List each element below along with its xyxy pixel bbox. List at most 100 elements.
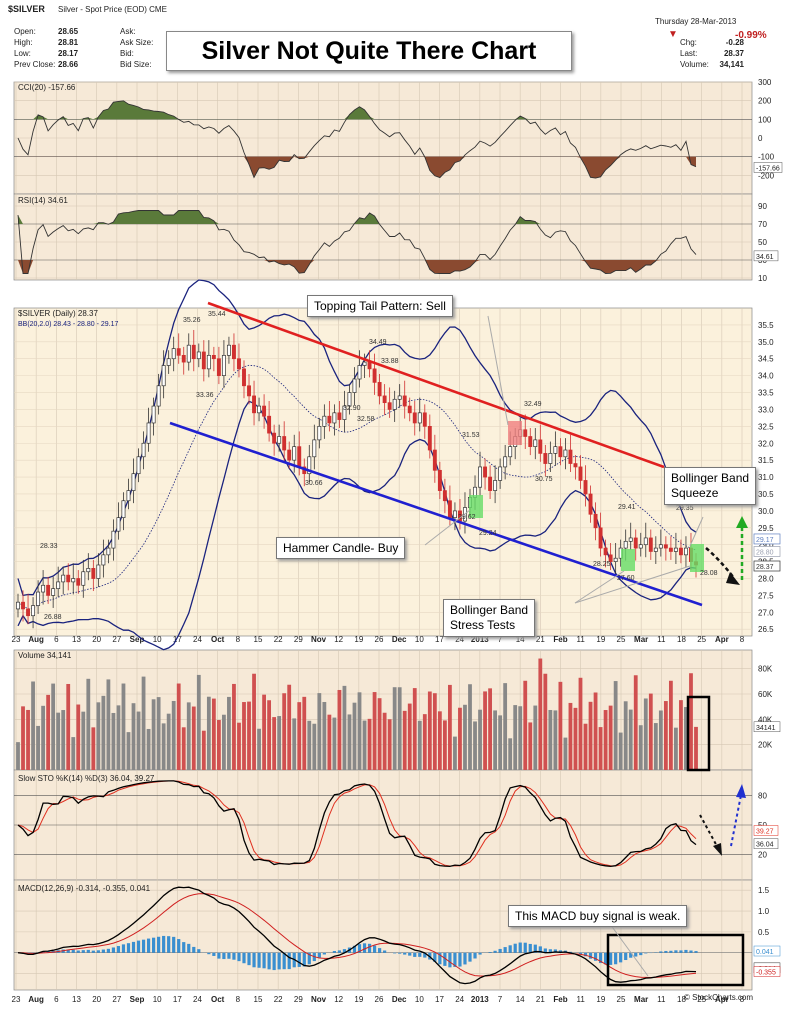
price-label: 35.44 <box>208 311 226 318</box>
candle-body <box>539 440 542 454</box>
macd-histogram-bar <box>127 943 130 953</box>
volume-bar <box>292 718 296 770</box>
volume-bar <box>247 702 251 770</box>
volume-bar <box>177 684 181 770</box>
macd-histogram-bar <box>212 953 215 956</box>
x-tick-label: Dec <box>392 995 407 1004</box>
macd-histogram-bar <box>117 946 120 953</box>
y-tick-label: 31.5 <box>758 456 774 465</box>
macd-histogram-bar <box>504 947 507 953</box>
candle-body <box>202 352 205 369</box>
volume-bar <box>237 723 241 770</box>
candle-body <box>232 345 235 359</box>
candle-body <box>604 548 607 555</box>
volume-bar <box>272 717 276 770</box>
candle-body <box>644 538 647 545</box>
volume-bar <box>649 694 653 770</box>
x-tick-label: 10 <box>153 635 162 644</box>
candle-body <box>428 426 431 450</box>
volume-bar <box>16 742 20 770</box>
candle-body <box>152 406 155 423</box>
macd-histogram-bar <box>408 953 411 956</box>
volume-bar <box>408 704 412 770</box>
volume-bar <box>488 688 492 770</box>
x-tick-label: 24 <box>193 995 202 1004</box>
volume-bar <box>533 706 537 770</box>
y-tick-label: 34.5 <box>758 355 774 364</box>
candle-body <box>504 457 507 467</box>
candle-body <box>564 450 567 457</box>
x-tick-label: 11 <box>657 635 666 644</box>
x-tick-label: Feb <box>553 995 567 1004</box>
x-tick-label: 18 <box>677 635 686 644</box>
volume-bar <box>137 712 141 770</box>
y-tick-label: 80 <box>758 792 767 801</box>
macd-right-label: 0.041 <box>756 949 774 956</box>
volume-bar <box>669 681 673 770</box>
stoch-d-value: 39.27 <box>756 829 774 836</box>
candle-body <box>77 579 80 586</box>
candle-body <box>262 406 265 416</box>
volume-bar <box>61 710 65 770</box>
volume-bar <box>609 706 613 770</box>
candle-body <box>569 450 572 464</box>
candle-body <box>478 467 481 487</box>
x-tick-label: Oct <box>211 995 225 1004</box>
volume-bar <box>96 702 100 770</box>
volume-bar <box>287 685 291 770</box>
rsi-title: RSI(14) 34.61 <box>18 196 68 205</box>
macd-histogram-bar <box>383 950 386 952</box>
y-tick-label: 60K <box>758 690 773 699</box>
candle-body <box>97 565 100 579</box>
volume-bar <box>493 710 497 770</box>
macd-histogram-bar <box>137 941 140 953</box>
stat-value: 28.37 <box>724 49 745 58</box>
y-tick-label: 100 <box>758 115 772 124</box>
candle-body <box>102 555 105 565</box>
volume-bar <box>393 687 397 770</box>
candle-body <box>614 558 617 561</box>
candle-body <box>283 436 286 450</box>
macd-histogram-bar <box>689 951 692 953</box>
y-tick-label: -100 <box>758 153 775 162</box>
volume-bar <box>222 715 226 770</box>
volume-bar <box>333 718 337 770</box>
volume-bar <box>41 706 45 770</box>
price-label: 28.25 <box>593 561 611 568</box>
x-tick-label: 11 <box>577 995 586 1004</box>
x-tick-label: 8 <box>236 995 241 1004</box>
macd-histogram-bar <box>333 951 336 953</box>
price-label: 28.08 <box>700 570 718 577</box>
macd-histogram-bar <box>694 951 697 953</box>
macd-histogram-bar <box>207 953 210 954</box>
candle-body <box>212 355 215 358</box>
candle-body <box>554 447 557 454</box>
volume-bar <box>257 729 261 770</box>
macd-histogram-bar <box>273 953 276 970</box>
macd-histogram-bar <box>619 953 622 963</box>
candle-body <box>594 514 597 528</box>
candle-body <box>217 359 220 376</box>
macd-histogram-bar <box>172 937 175 953</box>
candle-body <box>16 602 19 609</box>
macd-histogram-bar <box>72 950 75 953</box>
x-tick-label: 10 <box>153 995 162 1004</box>
macd-title: MACD(12,26,9) -0.314, -0.355, 0.041 <box>18 884 151 893</box>
macd-histogram-bar <box>669 951 672 953</box>
y-tick-label: 20K <box>758 741 773 750</box>
candle-body <box>257 406 260 413</box>
y-tick-label: 0 <box>758 134 763 143</box>
volume-bar <box>543 674 547 770</box>
macd-histogram-bar <box>659 951 662 952</box>
y-tick-label: 70 <box>758 220 767 229</box>
candle-body <box>408 406 411 413</box>
y-tick-label: 10 <box>758 274 767 283</box>
candle-body <box>57 582 60 589</box>
volume-bar <box>589 702 593 770</box>
macd-histogram-bar <box>393 953 396 954</box>
volume-bar <box>312 724 316 770</box>
macd-histogram-bar <box>107 949 110 953</box>
topping-tail-callout: Topping Tail Pattern: Sell <box>307 295 453 317</box>
volume-bar <box>112 713 116 770</box>
